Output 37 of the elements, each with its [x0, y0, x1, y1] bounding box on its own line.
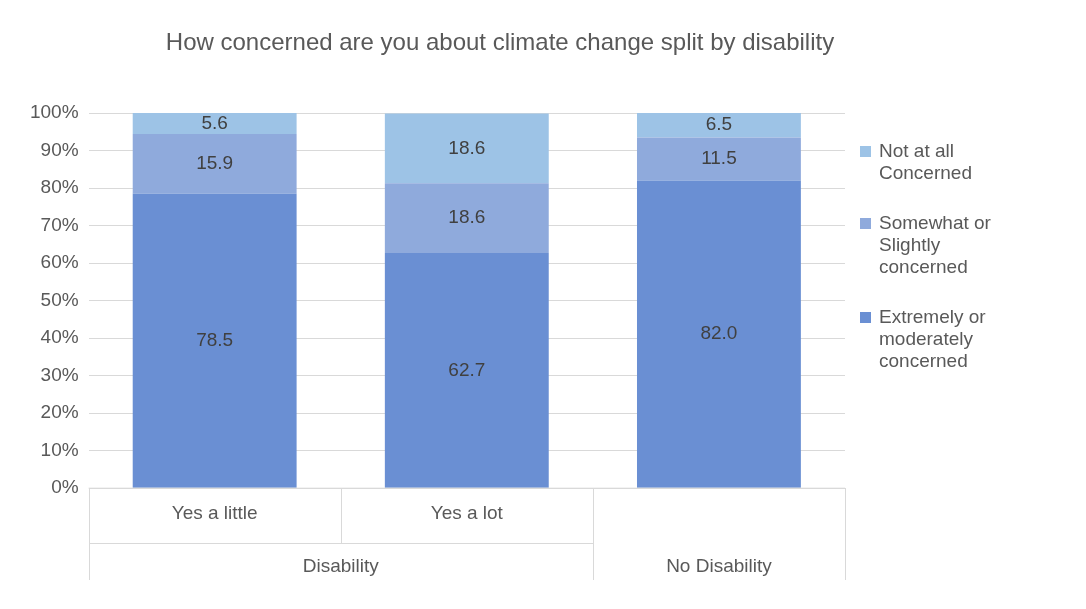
y-tick-label: 90% [40, 138, 79, 160]
data-label: 62.7 [448, 358, 486, 380]
bar [636, 113, 801, 138]
y-tick-label: 80% [40, 176, 79, 198]
bar [132, 193, 297, 488]
data-label: 82.0 [700, 322, 738, 344]
bar [636, 137, 801, 181]
text: Disability [302, 555, 380, 577]
data-label: 5.6 [201, 111, 228, 133]
chart-title: How concerned are you about climate change split by disability [164, 28, 836, 56]
y-tick-label: 20% [40, 401, 79, 423]
y-tick-label: 60% [40, 251, 79, 273]
y-tick-label: 70% [40, 213, 79, 235]
bar [384, 252, 549, 488]
legend-label: Not at all Concerned [879, 140, 973, 184]
data-label: 11.5 [701, 147, 737, 169]
data-label: 18.6 [448, 206, 486, 228]
data-label: 78.5 [196, 328, 234, 350]
data-label: 18.6 [448, 136, 486, 158]
y-tick-label: 10% [40, 438, 79, 460]
data-label: 6.5 [705, 113, 733, 135]
y-tick-label: 30% [40, 363, 79, 385]
x-tick-label: Yes a lot [430, 501, 504, 523]
bar [132, 113, 297, 135]
legend-label: Somewhat or Slightly concerned [879, 212, 992, 278]
bar [132, 134, 297, 194]
bar [384, 113, 549, 184]
y-tick-label: 0% [51, 476, 79, 498]
y-tick-label: 40% [40, 326, 79, 348]
y-tick-label: 100% [29, 101, 79, 123]
text: No Disability [666, 555, 773, 577]
bar [384, 183, 549, 253]
bar [636, 180, 801, 488]
legend-label: Extremely or moderately concerned [879, 306, 987, 372]
x-tick-label: Yes a little [171, 501, 258, 523]
data-label: 15.9 [196, 152, 234, 174]
y-tick-label: 50% [40, 288, 79, 310]
